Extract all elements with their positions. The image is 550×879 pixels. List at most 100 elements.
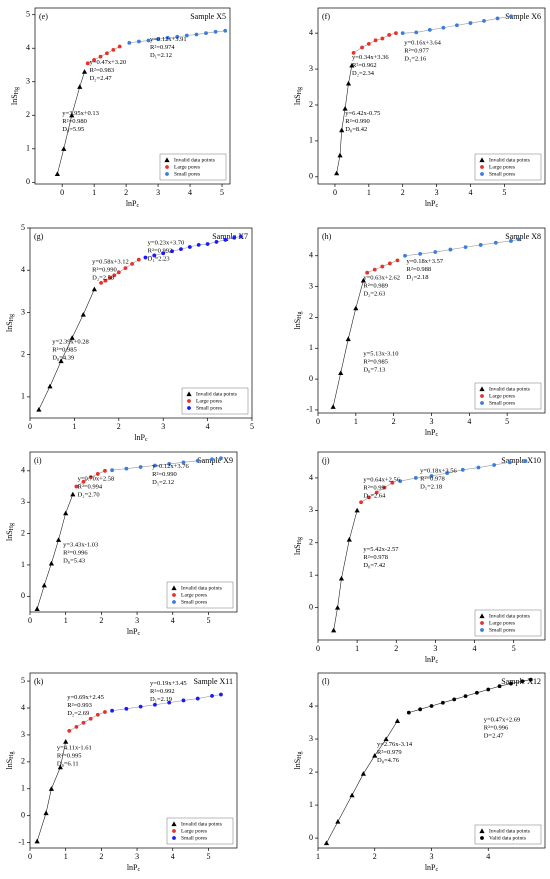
data-point — [492, 463, 497, 467]
data-point — [482, 19, 486, 23]
data-point — [195, 458, 200, 463]
legend-box — [474, 153, 542, 181]
x-tick-label: 3 — [135, 616, 139, 625]
y-axis-label: lnSHg — [293, 537, 304, 555]
data-point — [48, 786, 55, 791]
data-point — [223, 28, 228, 33]
x-tick-label: 2 — [124, 188, 128, 197]
y-axis-label: lnSHg — [293, 311, 304, 329]
legend-marker — [186, 391, 192, 397]
y-tick-label: 5 — [26, 10, 30, 19]
fit-equation: y=0.47x+2.69 — [484, 717, 521, 724]
data-point — [372, 267, 377, 272]
x-axis-label-sub: c — [138, 631, 141, 637]
data-point — [429, 474, 434, 478]
legend-marker — [165, 165, 169, 169]
legend-label: Large pores — [174, 164, 200, 170]
legend-marker — [480, 165, 484, 169]
y-tick-label: 3 — [309, 64, 313, 73]
data-point — [138, 704, 143, 709]
data-point — [390, 480, 395, 485]
fit-equation: R²=0.992 — [148, 248, 173, 255]
fit-equation: y=0.69x+2.45 — [67, 694, 104, 701]
x-tick-label: 3 — [135, 852, 139, 861]
data-point — [406, 710, 411, 715]
x-axis-label-main: lnP — [127, 863, 138, 872]
panel: 0 1 2 3 4 5 0 1 2 3 4 lnPc lnSHg (j) Sample X10 y=0.64x… — [293, 451, 546, 665]
legend-label: Invalid data points — [196, 391, 237, 397]
data-point — [448, 247, 453, 252]
fit-equation: y=0.19x+3.45 — [150, 680, 187, 687]
legend-label: Invalid data points — [181, 585, 222, 591]
x-tick-label: 4 — [171, 616, 175, 625]
x-tick-label: 0 — [28, 422, 32, 431]
legend-label: Large pores — [181, 828, 207, 834]
y-axis-label-main: lnS — [5, 759, 14, 770]
fit-equation: y=0.70x+2.58 — [78, 476, 115, 483]
fit-equation: y=0.18x+3.57 — [407, 258, 444, 265]
data-point — [339, 127, 345, 133]
data-point — [516, 237, 521, 242]
fit-equation: D₀=6.11 — [57, 761, 79, 768]
legend-label: Invalid data points — [489, 828, 530, 834]
fit-equation: y=6.42x-0.75 — [345, 110, 380, 117]
fit-equation: D₂=2.34 — [352, 70, 375, 77]
data-point — [373, 38, 378, 43]
y-axis-label: lnSHg — [10, 87, 21, 105]
fit-line — [333, 510, 358, 631]
legend-box — [181, 387, 249, 415]
data-point — [103, 278, 108, 283]
data-point — [81, 720, 86, 725]
data-point — [124, 466, 129, 471]
data-point — [170, 249, 174, 254]
data-point — [380, 264, 385, 269]
data-point — [195, 696, 200, 701]
x-tick-label: 5 — [512, 644, 516, 653]
fit-equation: R²=0.985 — [52, 346, 77, 353]
panel: 0 1 2 3 4 5 1 2 3 4 5 lnPc lnSHg (g) Sample X7 y=0.58x+… — [5, 223, 254, 444]
data-point — [95, 712, 100, 717]
data-point — [331, 627, 337, 633]
x-tick-label: 2 — [401, 188, 405, 197]
fit-equation: D₀=7.13 — [363, 366, 385, 373]
x-axis-label: lnPc — [126, 199, 140, 210]
x-axis-label-sub: c — [436, 432, 439, 438]
y-axis-label-sub: Hg — [297, 311, 303, 318]
legend-box — [474, 609, 542, 637]
fit-equation: y=0.58x+3.12 — [92, 259, 129, 266]
data-point — [334, 170, 340, 176]
x-tick-label: 4 — [473, 644, 477, 653]
data-point — [441, 25, 446, 30]
plot-frame — [29, 451, 238, 613]
data-point — [95, 472, 100, 476]
data-point — [219, 456, 223, 461]
y-tick-label: 4 — [21, 265, 25, 274]
data-point — [463, 694, 468, 699]
x-tick-label: 4 — [467, 417, 471, 426]
data-point — [88, 716, 93, 721]
legend-box — [166, 581, 234, 609]
data-point — [493, 240, 498, 245]
fit-equation: R²=0.974 — [150, 44, 175, 51]
data-point — [57, 764, 63, 770]
fit-equation: y=0.47x+3.20 — [90, 59, 127, 66]
x-axis-label: lnPc — [127, 627, 141, 638]
fit-equation: R²=0.983 — [90, 67, 115, 74]
x-tick-label: 2 — [373, 852, 377, 861]
data-point — [223, 237, 228, 242]
data-point — [58, 358, 64, 364]
data-point — [520, 679, 525, 684]
data-point — [184, 33, 189, 38]
fit-equation: D₂=2.64 — [363, 493, 386, 500]
data-point — [445, 471, 450, 475]
sample-label: Sample X8 — [505, 232, 541, 241]
data-point — [359, 500, 363, 505]
data-point — [495, 16, 500, 21]
legend-marker — [171, 585, 177, 591]
x-axis-label-main: lnP — [425, 655, 436, 664]
plot-frame — [34, 7, 231, 185]
fit-equation: D₀=8.42 — [345, 126, 367, 133]
fit-equation: R²=0.978 — [420, 475, 445, 482]
data-point — [463, 245, 468, 250]
